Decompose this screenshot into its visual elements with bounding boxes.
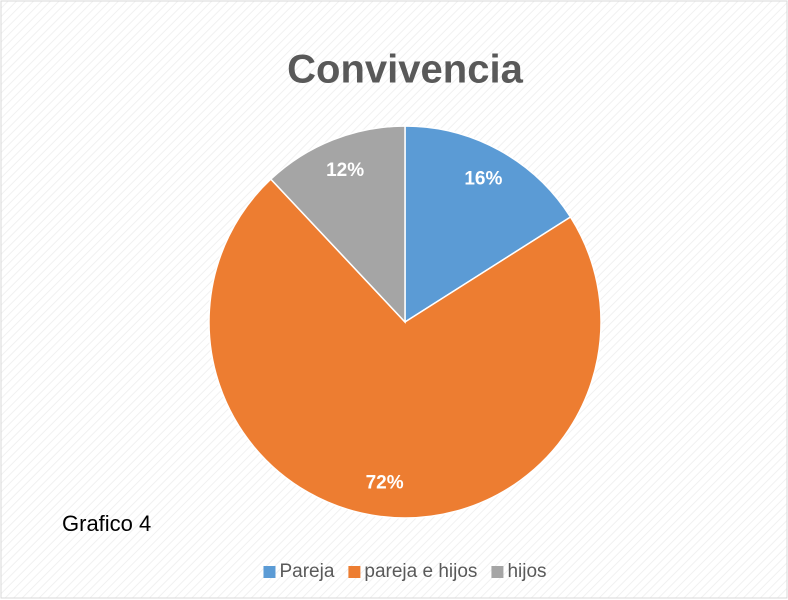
chart-title: Convivencia bbox=[287, 48, 523, 92]
data-label: 16% bbox=[464, 168, 502, 189]
data-label: 72% bbox=[366, 472, 404, 493]
pie-slice bbox=[404, 125, 572, 324]
legend-label: Pareja bbox=[279, 561, 334, 582]
legend-swatch bbox=[348, 566, 361, 578]
pie-slice bbox=[208, 178, 602, 519]
legend-label: hijos bbox=[507, 561, 546, 582]
data-label: 12% bbox=[326, 160, 364, 181]
legend-label: pareja e hijos bbox=[364, 561, 477, 582]
pie-slice bbox=[269, 125, 406, 324]
legend-swatch bbox=[263, 566, 276, 578]
legend-swatch bbox=[491, 566, 504, 578]
legend: Pareja pareja e hijos hijos bbox=[263, 561, 547, 582]
annotation: Grafico 4 bbox=[62, 511, 151, 536]
